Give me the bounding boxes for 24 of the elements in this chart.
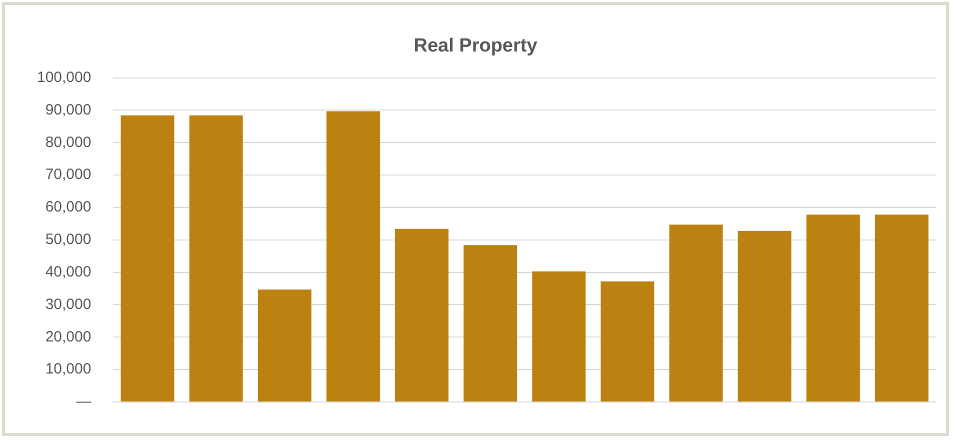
bar: [738, 230, 792, 402]
bar: [189, 115, 243, 402]
chart-title: Real Property: [414, 36, 538, 57]
bar: [669, 224, 723, 402]
bar: [258, 290, 312, 402]
y-tick-label: 20,000: [45, 328, 92, 346]
y-tick-label: 90,000: [45, 101, 92, 118]
bar: [120, 115, 174, 402]
y-tick-label: 70,000: [45, 166, 92, 184]
bar: [806, 214, 860, 402]
y-tick-label: 30,000: [45, 296, 92, 313]
y-tick-label: 40,000: [45, 263, 92, 280]
bar: [532, 271, 586, 402]
y-tick-label: 60,000: [45, 198, 92, 216]
bar: [464, 245, 518, 402]
y-tick-label: 10,000: [45, 360, 92, 378]
y-tick-label: —: [76, 393, 92, 410]
bar: [874, 214, 928, 402]
bar: [395, 228, 449, 402]
y-tick-label: 50,000: [45, 231, 92, 248]
y-tick-label: 80,000: [45, 134, 92, 151]
bar: [326, 111, 380, 402]
bar: [600, 281, 654, 402]
y-tick-label: 100,000: [36, 68, 92, 86]
